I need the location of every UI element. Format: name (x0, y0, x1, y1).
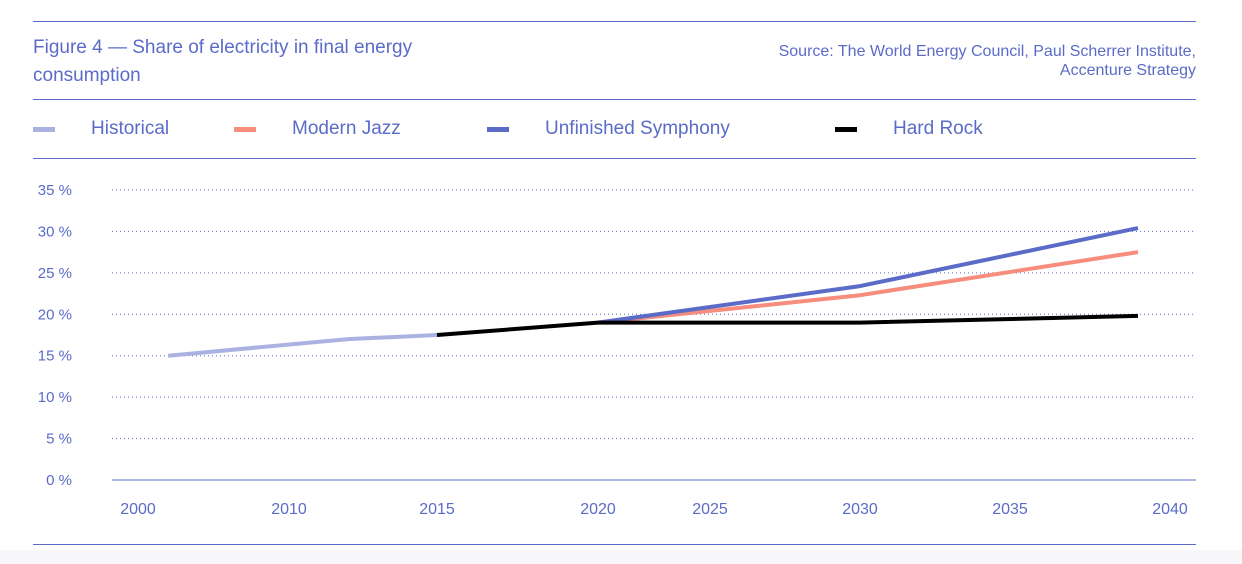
bottom-rule (33, 544, 1196, 545)
x-tick-label: 2015 (419, 501, 455, 518)
series-line-hard-rock (436, 313, 1139, 337)
y-tick-label: 30 % (38, 223, 72, 240)
x-tick-label: 2025 (692, 501, 728, 518)
footer-band (0, 550, 1242, 564)
y-tick-label: 5 % (46, 431, 72, 448)
x-tick-label: 2000 (120, 501, 156, 518)
legend-swatch (33, 126, 55, 132)
x-tick-label: 2040 (1152, 501, 1188, 518)
y-tick-label: 35 % (38, 182, 72, 199)
legend-label: Hard Rock (893, 118, 983, 139)
legend-hard-rock: Hard Rock (835, 118, 983, 140)
legend-swatch (835, 126, 857, 132)
legend-swatch (234, 126, 256, 132)
legend-label: Unfinished Symphony (545, 118, 730, 139)
title-rule (33, 99, 1196, 100)
chart-title: Figure 4 — Share of electricity in final… (33, 37, 413, 86)
y-tick-label: 20 % (38, 306, 72, 323)
source-line-1: Source: The World Energy Council, Paul S… (778, 43, 1196, 60)
legend-rule (33, 158, 1196, 159)
series-line-modern-jazz (597, 250, 1139, 325)
x-tick-label: 2020 (580, 501, 616, 518)
legend-swatch (487, 126, 509, 132)
source-line-2: Accenture Strategy (1059, 62, 1196, 79)
legend-unfinished-symphony: Unfinished Symphony (487, 118, 730, 140)
top-rule (33, 21, 1196, 22)
y-tick-label: 15 % (38, 348, 72, 365)
source-note: Source: The World Energy Council, Paul S… (779, 42, 1196, 80)
x-tick-label: 2010 (271, 501, 307, 518)
y-tick-label: 10 % (38, 389, 72, 406)
series-line-unfinished-symphony (597, 226, 1139, 325)
x-tick-label: 2030 (842, 501, 878, 518)
y-tick-label: 0 % (46, 472, 72, 489)
x-tick-label: 2035 (992, 501, 1028, 518)
y-tick-label: 25 % (38, 265, 72, 282)
series-line-historical (168, 333, 438, 358)
legend-label: Historical (91, 118, 170, 139)
legend-historical: Historical (33, 118, 169, 140)
legend-label: Modern Jazz (292, 118, 401, 139)
legend-modern-jazz: Modern Jazz (234, 118, 401, 140)
